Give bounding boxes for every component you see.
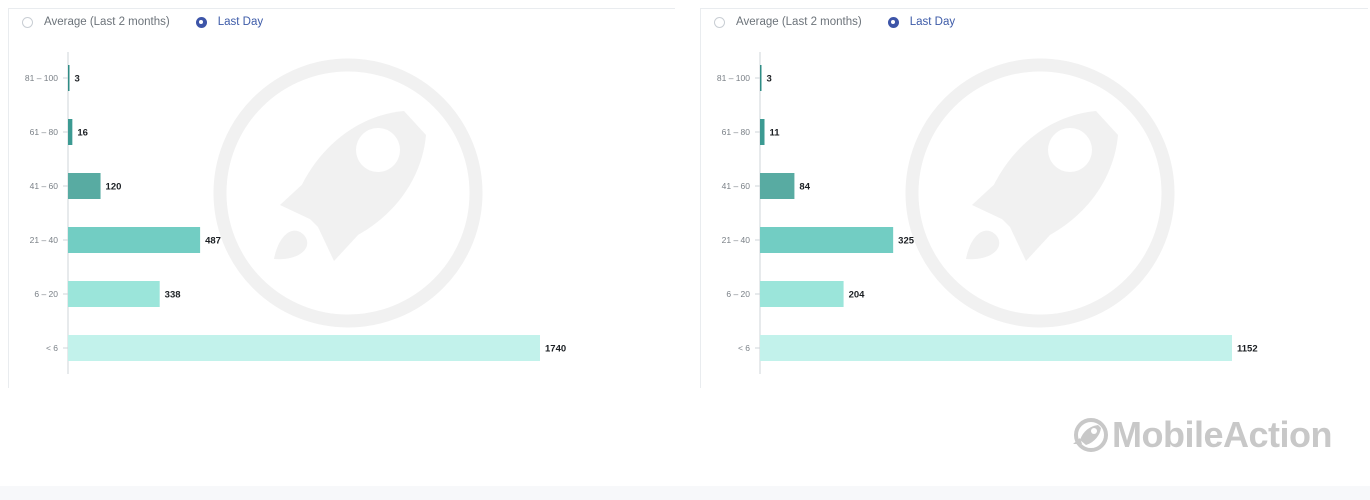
y-tick-label: 81 – 100: [25, 73, 58, 83]
y-tick-label: 41 – 60: [30, 181, 59, 191]
radio-average-label: Average (Last 2 months): [44, 16, 170, 28]
radio-checked-icon[interactable]: [887, 16, 899, 28]
y-tick-label: 81 – 100: [717, 73, 750, 83]
bar-value-label: 338: [165, 290, 181, 301]
radio-last-day-label: Last Day: [909, 16, 956, 28]
bar-value-label: 11: [770, 128, 781, 139]
bar[interactable]: [68, 227, 201, 253]
radio-last-day[interactable]: Last Day: [887, 16, 956, 28]
view-mode-radio-group: Average (Last 2 months) Last Day: [22, 16, 263, 28]
y-tick-label: < 6: [46, 343, 58, 353]
rocket-watermark-icon: [905, 58, 1175, 328]
panel-divider: [8, 8, 675, 9]
bar-value-label: 120: [106, 182, 122, 193]
bar[interactable]: [760, 281, 844, 307]
bar[interactable]: [68, 335, 540, 361]
chart-panel-left: Average (Last 2 months) Last Day 81 – 10…: [8, 8, 675, 388]
panel-divider: [8, 8, 9, 388]
view-mode-radio-group: Average (Last 2 months) Last Day: [714, 16, 955, 28]
radio-unchecked-icon[interactable]: [22, 16, 33, 28]
bar[interactable]: [68, 281, 160, 307]
bar-value-label: 3: [767, 74, 772, 85]
y-tick-label: 61 – 80: [30, 127, 59, 137]
radio-average-last-2-months[interactable]: Average (Last 2 months): [22, 16, 170, 28]
radio-last-day[interactable]: Last Day: [195, 16, 264, 28]
bar-value-label: 16: [77, 128, 88, 139]
radio-unchecked-icon[interactable]: [714, 16, 725, 28]
brand-name: MobileAction: [1112, 414, 1332, 455]
y-tick-label: 41 – 60: [722, 181, 751, 191]
bar[interactable]: [760, 227, 894, 253]
bar-value-label: 325: [898, 236, 915, 247]
radio-average-last-2-months[interactable]: Average (Last 2 months): [714, 16, 862, 28]
bar[interactable]: [760, 119, 765, 145]
radio-average-label: Average (Last 2 months): [736, 16, 862, 28]
panel-divider: [700, 8, 701, 388]
mobileaction-logo-icon: [1073, 418, 1108, 452]
y-tick-label: 21 – 40: [722, 235, 751, 245]
bar[interactable]: [68, 119, 73, 145]
radio-checked-icon[interactable]: [195, 16, 207, 28]
y-tick-label: 6 – 20: [34, 289, 58, 299]
bar-value-label: 1740: [545, 344, 566, 355]
y-tick-label: 61 – 80: [722, 127, 751, 137]
bar-value-label: 84: [799, 182, 810, 193]
radio-last-day-label: Last Day: [217, 16, 264, 28]
horizontal-bar-chart: 81 – 100 3 61 – 80 16 41 – 60 120 21 – 40 487 6 …: [25, 52, 566, 374]
bar-value-label: 3: [75, 74, 80, 85]
chart-panel-right: Average (Last 2 months) Last Day 81 – 10…: [700, 8, 1368, 388]
y-tick-label: 21 – 40: [30, 235, 59, 245]
bar-value-label: 204: [849, 290, 866, 301]
bar[interactable]: [68, 65, 70, 91]
bar-value-label: 487: [205, 236, 221, 247]
y-tick-label: < 6: [738, 343, 750, 353]
bar[interactable]: [760, 65, 762, 91]
y-tick-label: 6 – 20: [726, 289, 750, 299]
bar[interactable]: [760, 173, 795, 199]
bar[interactable]: [68, 173, 101, 199]
panel-divider: [700, 8, 1368, 9]
footer-band: [0, 486, 1370, 500]
mobileaction-brand: MobileAction: [1070, 414, 1332, 456]
rocket-watermark-icon: [213, 58, 483, 328]
bar[interactable]: [760, 335, 1232, 361]
horizontal-bar-chart: 81 – 100 3 61 – 80 11 41 – 60 84 21 – 40 325 6 –…: [717, 52, 1258, 374]
bar-value-label: 1152: [1237, 344, 1258, 355]
